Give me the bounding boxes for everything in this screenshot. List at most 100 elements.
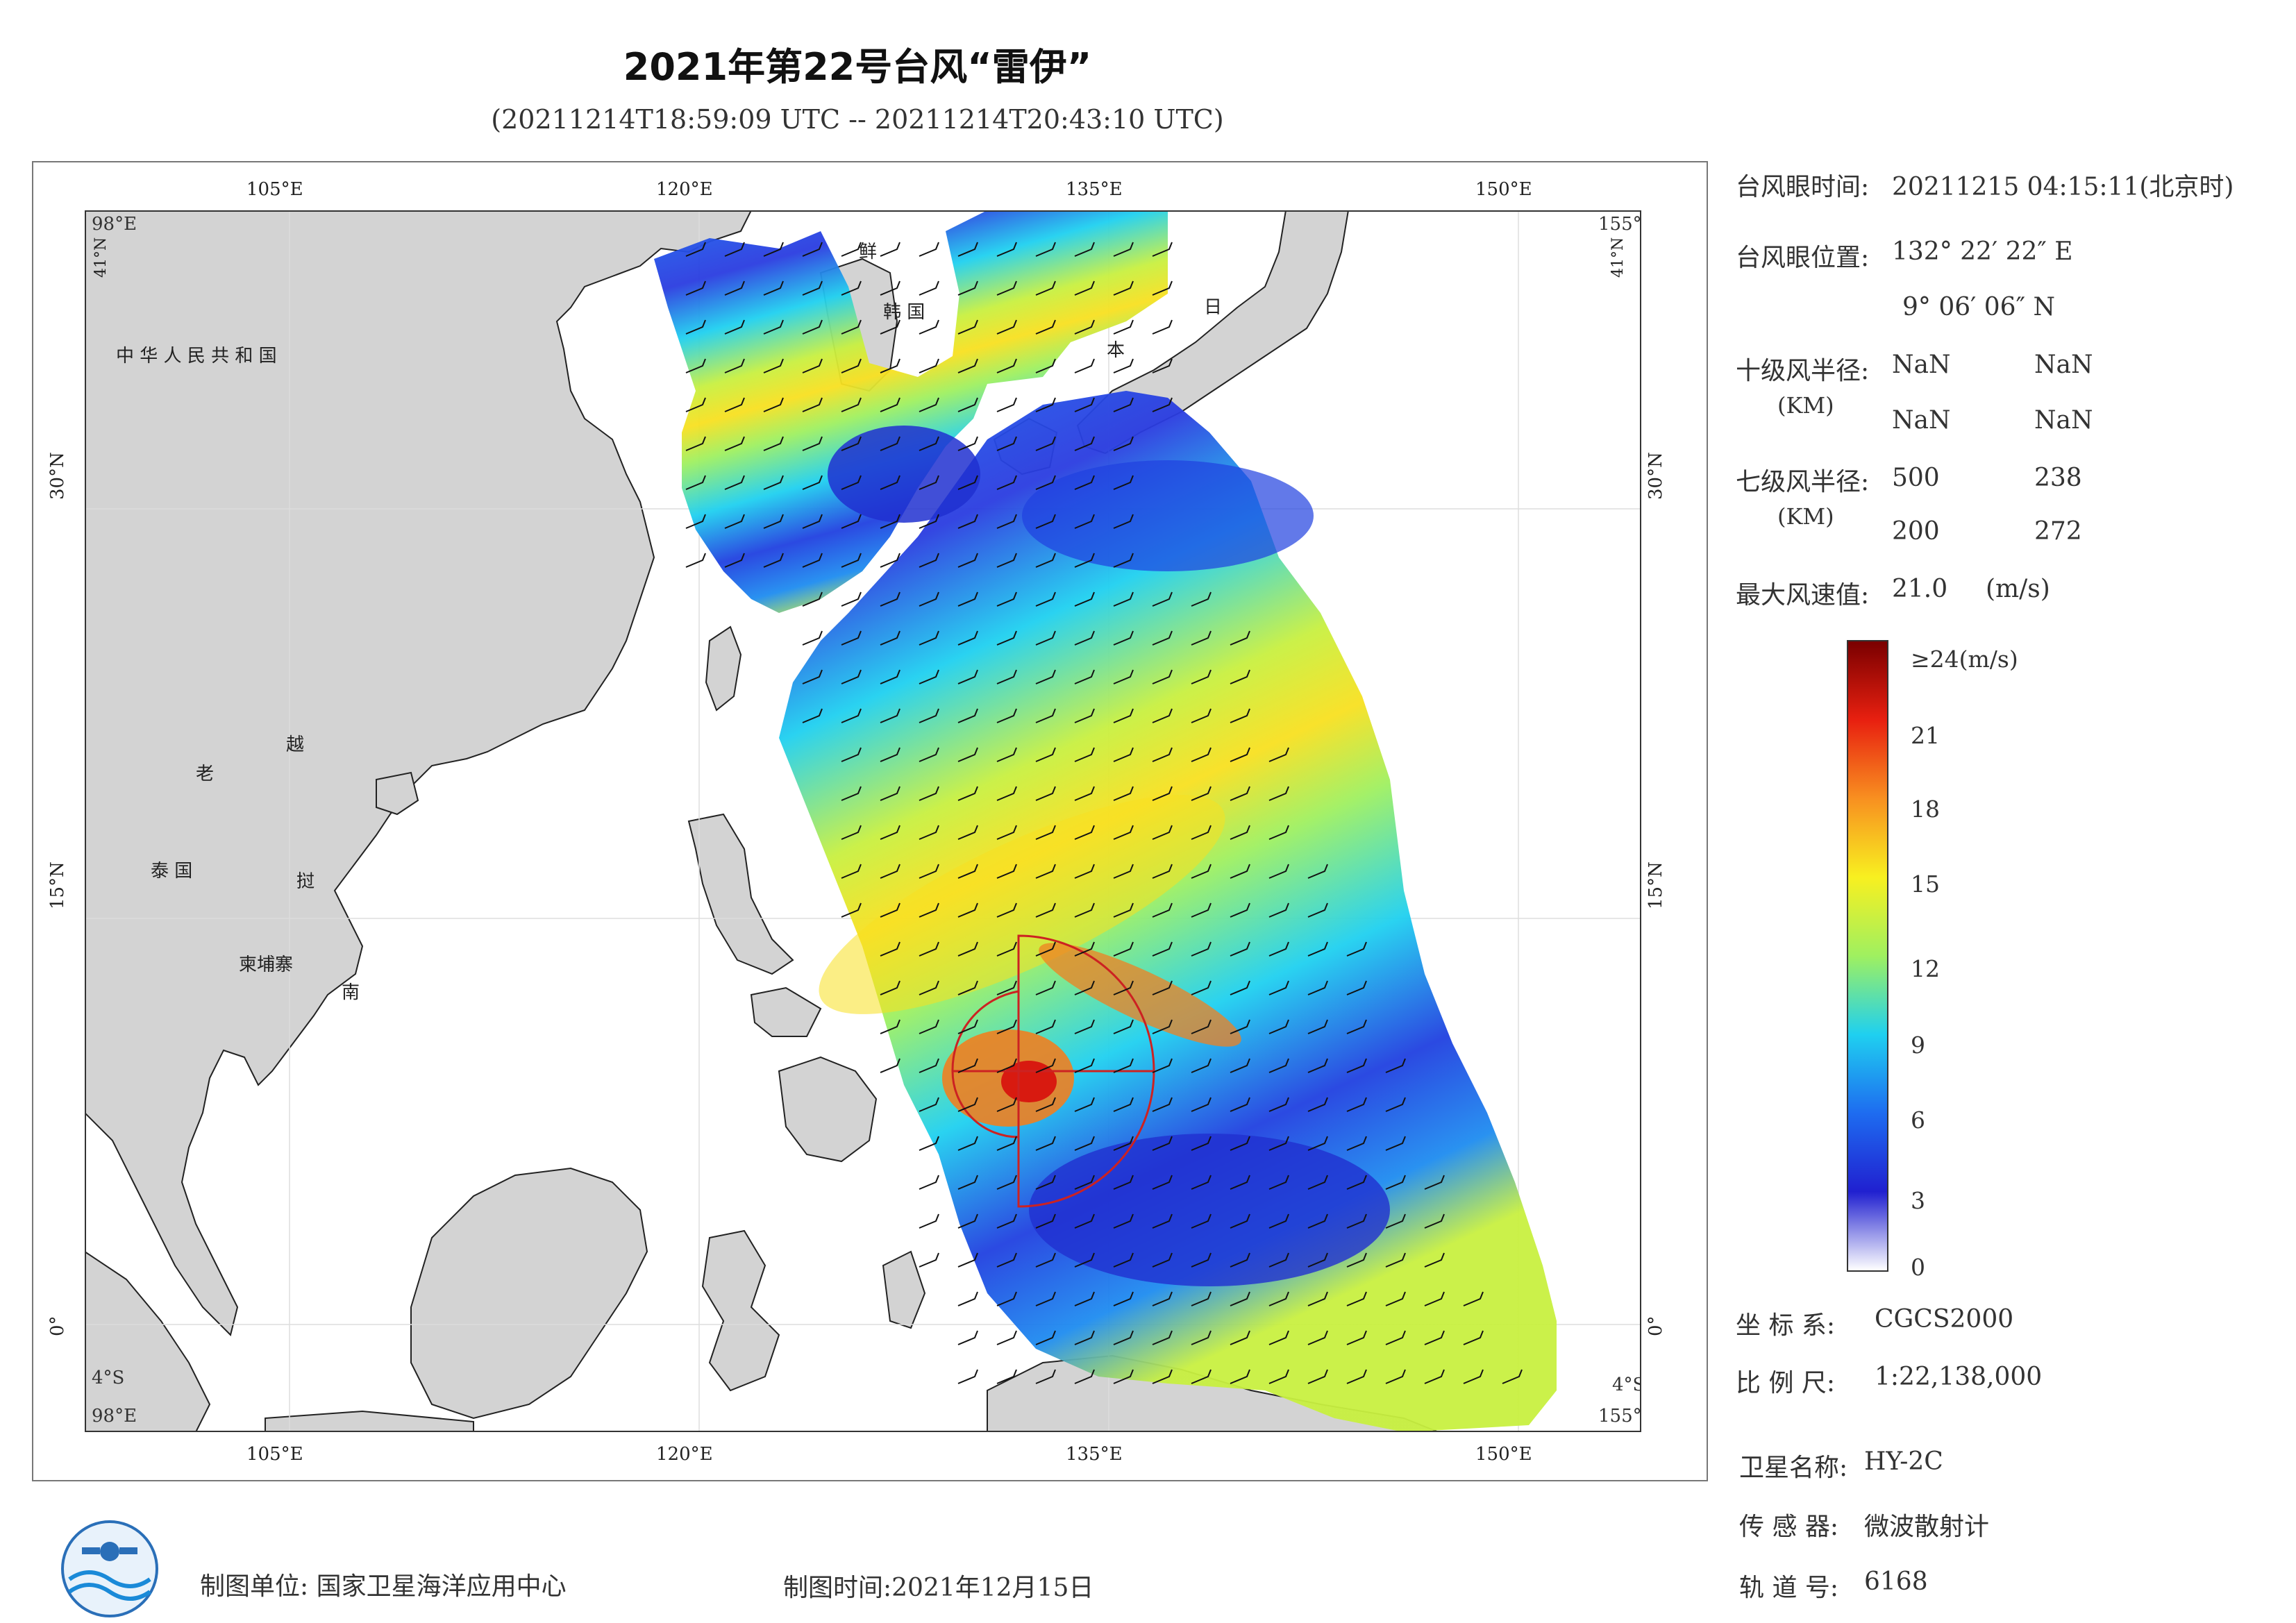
corner-lon-tr: 155°E [1598, 214, 1641, 235]
wind-barb [685, 319, 706, 335]
wind-barb [1074, 1330, 1095, 1345]
wind-barb [1268, 747, 1289, 762]
wind-barb [919, 553, 939, 568]
wind-barb [919, 980, 939, 995]
wind-barb [957, 864, 978, 879]
wind-barb [802, 358, 823, 373]
wind-barb [1113, 1175, 1134, 1190]
wind-barb [996, 1136, 1017, 1151]
wind-barb [1230, 902, 1250, 918]
wind-barb [1074, 630, 1095, 646]
wind-barb [1385, 1058, 1406, 1073]
wind-barb [996, 669, 1017, 684]
wind-barb [919, 825, 939, 840]
wind-barb [802, 436, 823, 451]
wind-barb [996, 591, 1017, 607]
wind-barb [685, 280, 706, 296]
wind-barb [841, 397, 862, 412]
wind-speed-colorbar [1847, 640, 1888, 1272]
wind-barb [1152, 1175, 1173, 1190]
wind-barb [919, 1213, 939, 1229]
orbit-value: 6168 [1864, 1567, 1928, 1596]
wind-barb [1268, 1019, 1289, 1034]
wind-barb [1074, 436, 1095, 451]
max-wind-unit: (m/s) [1986, 575, 2050, 603]
wind-barb [1152, 786, 1173, 801]
wind-barb [957, 747, 978, 762]
low-wind-north [828, 426, 980, 523]
wind-barb [1307, 1136, 1328, 1151]
wind-barb [1035, 1291, 1056, 1306]
wind-barbs [685, 242, 1523, 1384]
wind-barb [996, 319, 1017, 335]
wind-barb [996, 1291, 1017, 1306]
wind-barb [1346, 1213, 1367, 1229]
wind-barb [1152, 902, 1173, 918]
wind-barb [1191, 1136, 1212, 1151]
wind-barb [957, 475, 978, 490]
wind-barb [919, 630, 939, 646]
wind-barb [1346, 980, 1367, 995]
wind-barb [685, 514, 706, 529]
wind-barb [1385, 1175, 1406, 1190]
wind-barb [1074, 514, 1095, 529]
satellite-label: 卫星名称: [1739, 1454, 1848, 1482]
wind-barb [1035, 319, 1056, 335]
wind-barb [880, 475, 900, 490]
orange-tail [1039, 943, 1241, 1047]
wind-barb [1307, 1252, 1328, 1268]
wind-barb [1074, 1175, 1095, 1190]
wind-barb [724, 242, 745, 257]
wind-barb [1074, 941, 1095, 957]
corner-lat-bl: 4°S [92, 1368, 124, 1388]
wind-barb [1268, 980, 1289, 995]
wind-barb [1230, 1097, 1250, 1112]
wind-barb [1074, 1369, 1095, 1384]
r10-nw: NaN [2034, 406, 2093, 435]
wind-barb [1152, 1019, 1173, 1034]
wind-barb [957, 786, 978, 801]
colorbar-tick-0: 0 [1911, 1254, 1925, 1281]
label-vietnam-mid: 挝 [296, 871, 315, 892]
wind-barb [1113, 825, 1134, 840]
wind-barb [1035, 747, 1056, 762]
wind-barb [919, 514, 939, 529]
wind-barb [957, 825, 978, 840]
wind-barb [1152, 397, 1173, 412]
wind-barb [1152, 747, 1173, 762]
wind-barb [1035, 825, 1056, 840]
wind-barb [1035, 514, 1056, 529]
wind-barb [957, 902, 978, 918]
wind-barb [957, 280, 978, 296]
wind-barb [1152, 280, 1173, 296]
wind-barb [1268, 1136, 1289, 1151]
lon-tick-bottom-120: 120°E [656, 1444, 713, 1465]
wind-barb [996, 1369, 1017, 1384]
r10-ne: NaN [1892, 351, 1951, 379]
wind-barb [1230, 1019, 1250, 1034]
wind-barb [1463, 1330, 1484, 1345]
wind-barb [880, 708, 900, 723]
wind-barb [1074, 242, 1095, 257]
wind-barb [1035, 708, 1056, 723]
wind-barb [1035, 358, 1056, 373]
wind-barb [1074, 786, 1095, 801]
wind-barb [919, 1136, 939, 1151]
wind-barb [919, 708, 939, 723]
wind-barb [1074, 280, 1095, 296]
wind-barb [1074, 1019, 1095, 1034]
wind-barb [957, 980, 978, 995]
scale-value: 1:22,138,000 [1875, 1363, 2043, 1391]
wind-barb [1230, 1369, 1250, 1384]
wind-barb [919, 1019, 939, 1034]
wind-barb [919, 786, 939, 801]
wind-barb [1463, 1369, 1484, 1384]
colorbar-tick-12: 12 [1911, 955, 1940, 982]
wind-barb [1035, 1369, 1056, 1384]
wind-barb [957, 1136, 978, 1151]
wind-barb [1035, 475, 1056, 490]
label-japan-1: 日 [1204, 297, 1222, 318]
wind-barb [685, 397, 706, 412]
land-luzon [687, 813, 794, 975]
wind-barb [802, 397, 823, 412]
